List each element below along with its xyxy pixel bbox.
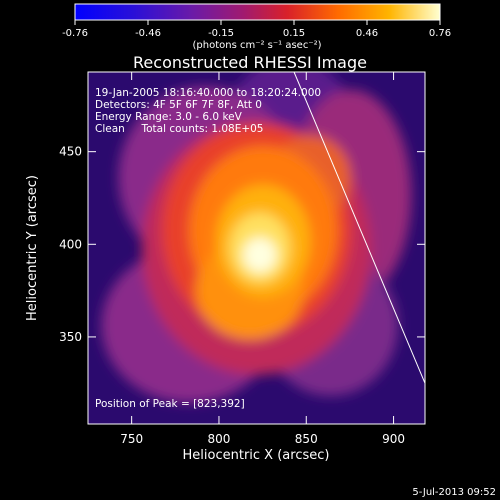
x-axis: 750 800 850 900 bbox=[120, 72, 405, 446]
colorbar-tick-label: 0.46 bbox=[356, 28, 378, 39]
colorbar-tick-label: 0.76 bbox=[429, 28, 451, 39]
solar-limb-line bbox=[293, 72, 425, 384]
y-tick-label: 400 bbox=[59, 237, 82, 251]
heat-blob bbox=[243, 237, 277, 273]
colorbar-unit-label: (photons cm⁻² s⁻¹ asec⁻²) bbox=[192, 40, 321, 51]
info-block: 19-Jan-2005 18:16:40.000 to 18:20:24.000… bbox=[95, 87, 321, 135]
peak-position-label: Position of Peak = [823,392] bbox=[95, 398, 245, 410]
info-detectors: Detectors: 4F 5F 6F 7F 8F, Att 0 bbox=[95, 99, 262, 111]
colorbar: -0.76 -0.46 -0.15 0.15 0.46 0.76 (photons cm⁻… bbox=[62, 3, 451, 51]
info-time-range: 19-Jan-2005 18:16:40.000 to 18:20:24.000 bbox=[95, 87, 321, 99]
footer-timestamp: 5-Jul-2013 09:52 bbox=[412, 487, 496, 498]
colorbar-tick-label: -0.15 bbox=[208, 28, 234, 39]
plot-frame bbox=[87, 71, 426, 425]
plot-area: 750 800 850 900 350 400 450 19-Jan-2005 18:16… bbox=[59, 71, 426, 446]
x-tick-label: 750 bbox=[120, 432, 143, 446]
chart-title: Reconstructed RHESSI Image bbox=[133, 53, 367, 72]
colorbar-tick-label: -0.76 bbox=[62, 28, 88, 39]
x-tick-label: 800 bbox=[208, 432, 231, 446]
x-tick-label: 850 bbox=[295, 432, 318, 446]
y-tick-label: 450 bbox=[59, 145, 82, 159]
colorbar-tick-label: -0.46 bbox=[135, 28, 161, 39]
y-tick-label: 350 bbox=[59, 330, 82, 344]
colorbar-gradient bbox=[74, 3, 441, 21]
x-axis-label: Heliocentric X (arcsec) bbox=[183, 448, 330, 463]
colorbar-tick-label: 0.15 bbox=[283, 28, 305, 39]
x-tick-label: 900 bbox=[382, 432, 405, 446]
heatmap-image bbox=[101, 72, 412, 403]
info-clean-counts: Clean Total counts: 1.08E+05 bbox=[95, 123, 264, 135]
info-energy-range: Energy Range: 3.0 - 6.0 keV bbox=[95, 111, 243, 123]
y-axis-label: Heliocentric Y (arcsec) bbox=[25, 175, 40, 321]
y-axis: 350 400 450 bbox=[59, 145, 425, 344]
